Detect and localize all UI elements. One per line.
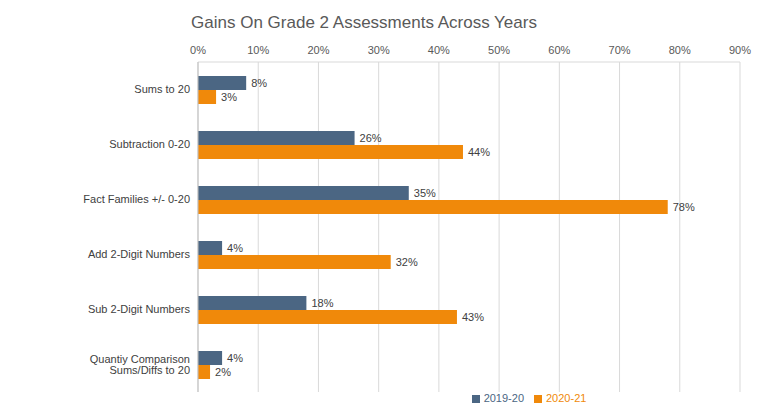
svg-text:90%: 90% [729, 44, 751, 56]
svg-text:Add 2-Digit Numbers: Add 2-Digit Numbers [88, 248, 191, 260]
svg-text:Sums to 20: Sums to 20 [134, 83, 190, 95]
svg-text:10%: 10% [247, 44, 269, 56]
html-text:2019-20: 2019-20 [483, 392, 524, 404]
svg-text:40%: 40% [428, 44, 450, 56]
svg-text:4%: 4% [227, 242, 243, 254]
svg-text:78%: 78% [673, 201, 695, 213]
svg-text:60%: 60% [548, 44, 570, 56]
svg-text:43%: 43% [462, 311, 484, 323]
html-text:2020-21: 2020-21 [546, 392, 587, 404]
svg-text:18%: 18% [311, 297, 333, 309]
svg-text:8%: 8% [251, 77, 267, 89]
svg-text:Fact Families +/- 0-20: Fact Families +/- 0-20 [83, 193, 190, 205]
svg-text:2%: 2% [215, 366, 231, 378]
svg-text:20%: 20% [307, 44, 329, 56]
svg-text:Subtraction 0-20: Subtraction 0-20 [109, 138, 190, 150]
svg-text:50%: 50% [488, 44, 510, 56]
svg-text:44%: 44% [468, 146, 490, 158]
svg-text:80%: 80% [669, 44, 691, 56]
svg-text:30%: 30% [368, 44, 390, 56]
svg-text:4%: 4% [227, 352, 243, 364]
svg-text:3%: 3% [221, 91, 237, 103]
html-text:Gains On Grade 2 Assessments A: Gains On Grade 2 Assessments Across Year… [191, 13, 537, 32]
svg-text:0%: 0% [190, 44, 206, 56]
svg-text:32%: 32% [396, 256, 418, 268]
svg-text:Quantiy ComparisonSums/Diffs t: Quantiy ComparisonSums/Diffs to 20 [90, 353, 190, 376]
svg-text:35%: 35% [414, 187, 436, 199]
svg-text:26%: 26% [360, 132, 382, 144]
svg-text:Sub 2-Digit Numbers: Sub 2-Digit Numbers [88, 303, 191, 315]
svg-text:70%: 70% [609, 44, 631, 56]
